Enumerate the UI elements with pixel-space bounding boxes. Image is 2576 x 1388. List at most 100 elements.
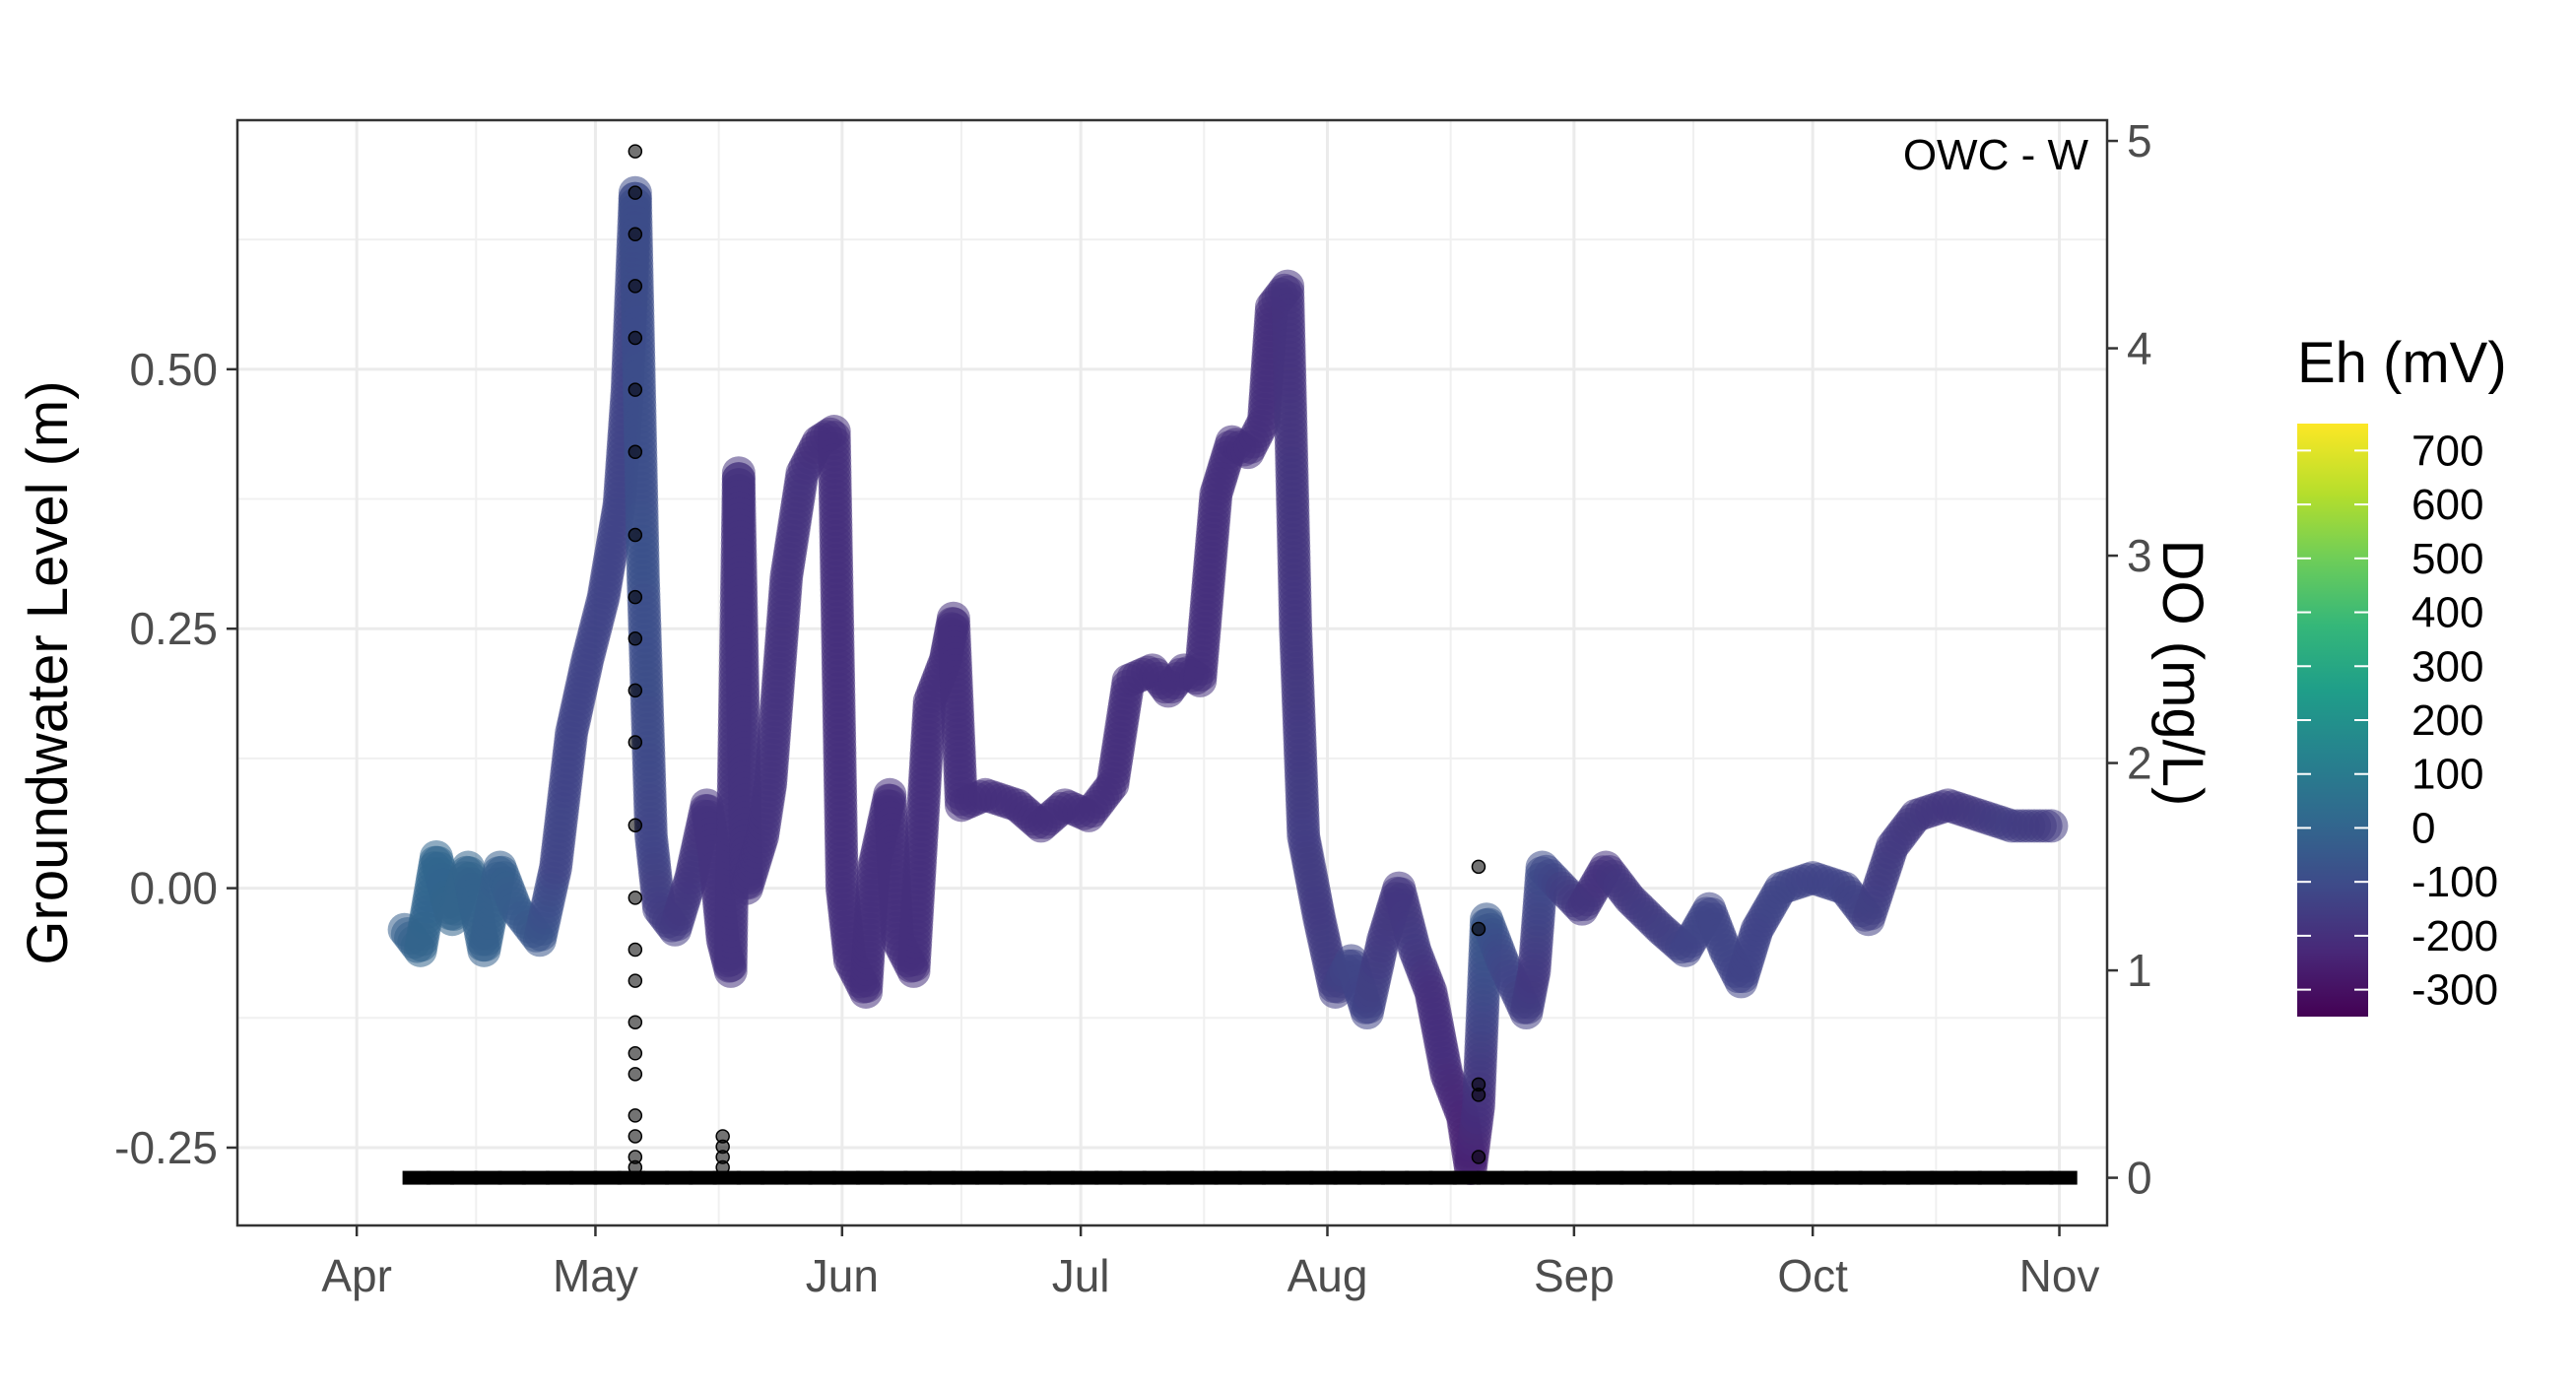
y2-tick-label: 5 [2127,115,2152,166]
do-point [999,1170,1027,1185]
x-axis: Apr May Jun Jul Aug Sep Oct Nov [321,1225,2099,1301]
do-point [1643,1170,1672,1185]
x-tick-label: May [553,1250,638,1301]
do-point [1356,1170,1386,1185]
do-point [1023,1170,1051,1185]
do-point [1930,1170,1958,1185]
colorbar-tick-label: 600 [2411,481,2483,529]
do-point [627,1015,643,1029]
do-point [1471,921,1486,937]
do-point [627,589,643,605]
do-point [2025,1170,2054,1185]
do-point [1237,1170,1266,1185]
do-point [627,382,643,397]
colorbar-tick-label: 200 [2411,696,2483,745]
do-point [627,330,643,346]
do-point [627,818,643,832]
y-tick-label: -0.25 [114,1122,218,1173]
do-point [1471,1088,1486,1102]
do-point [1471,859,1486,875]
do-point [627,683,643,698]
do-point [627,1108,643,1123]
do-point [627,185,643,200]
colorbar-tick-label: 300 [2411,642,2483,691]
y2-tick-label: 1 [2127,945,2152,996]
do-point [497,1170,526,1185]
do-point [1691,1170,1720,1185]
do-point [627,1046,643,1061]
y2-tick-label: 4 [2127,323,2152,374]
colorbar-tick-label: 400 [2411,589,2483,637]
do-point [1786,1170,1816,1185]
do-point [1548,1170,1576,1185]
do-point [627,631,643,646]
do-series [402,144,2078,1185]
legend-title: Eh (mV) [2297,331,2507,395]
do-point [855,1170,885,1185]
do-point [1381,1170,1410,1185]
y2-tick-label: 3 [2127,530,2152,581]
y-axis-left: -0.25 0.00 0.25 0.50 [114,344,237,1173]
do-point [784,1170,813,1185]
do-point [627,1067,643,1082]
do-point [808,1170,836,1185]
colorbar-tick-label: -100 [2411,858,2498,906]
do-point [1471,1150,1486,1164]
do-point [1286,1170,1314,1185]
do-point [627,735,643,750]
do-point [712,1170,741,1185]
do-point [1500,1170,1529,1185]
do-point [627,227,643,242]
do-point [880,1170,908,1185]
do-point [1739,1170,1767,1185]
do-point [1142,1170,1170,1185]
do-point [1214,1170,1242,1185]
do-point [1118,1170,1147,1185]
do-point [1571,1170,1601,1185]
y-axis-title: Groundwater Level (m) [16,380,80,964]
colorbar-tick-label: 500 [2411,535,2483,583]
y2-tick-label: 0 [2127,1153,2152,1204]
do-point [627,891,643,905]
x-tick-label: Aug [1288,1250,1368,1301]
y-tick-label: 0.50 [129,344,218,395]
do-point [627,444,643,460]
do-point [593,1170,622,1185]
do-point [1333,1170,1361,1185]
do-point [1261,1170,1290,1185]
do-point [627,279,643,294]
x-tick-label: Oct [1777,1250,1848,1301]
do-point [627,527,643,543]
y-tick-label: 0.00 [129,863,218,914]
do-point [903,1170,932,1185]
do-point [1046,1170,1076,1185]
do-point [1619,1170,1648,1185]
x-tick-label: Apr [321,1250,392,1301]
y2-tick-label: 2 [2127,738,2152,789]
colorbar-ticks: 700 600 500 400 300 200 100 0 -100 -200 -300 [2297,427,2498,1015]
do-point [402,1170,430,1185]
do-point [1452,1170,1481,1185]
do-point [617,1170,645,1185]
x-tick-label: Sep [1534,1250,1615,1301]
do-point [1524,1170,1552,1185]
do-point [627,144,643,159]
groundwater-series [387,175,2069,1186]
do-point [736,1170,765,1185]
do-point [2002,1170,2030,1185]
panel-border [235,118,2109,1227]
y-tick-label: 0.25 [129,603,218,654]
gw-point [2034,809,2069,843]
do-point [1071,1170,1099,1185]
do-point [426,1170,455,1185]
site-annotation: OWC - W [1903,131,2089,179]
do-point [569,1170,598,1185]
do-point [1834,1170,1863,1185]
x-tick-label: Nov [2019,1250,2100,1301]
do-point [545,1170,574,1185]
y-axis-right: 0 1 2 3 4 5 [2107,115,2152,1204]
do-point [1858,1170,1886,1185]
do-point [1405,1170,1433,1185]
do-point [1667,1170,1696,1185]
